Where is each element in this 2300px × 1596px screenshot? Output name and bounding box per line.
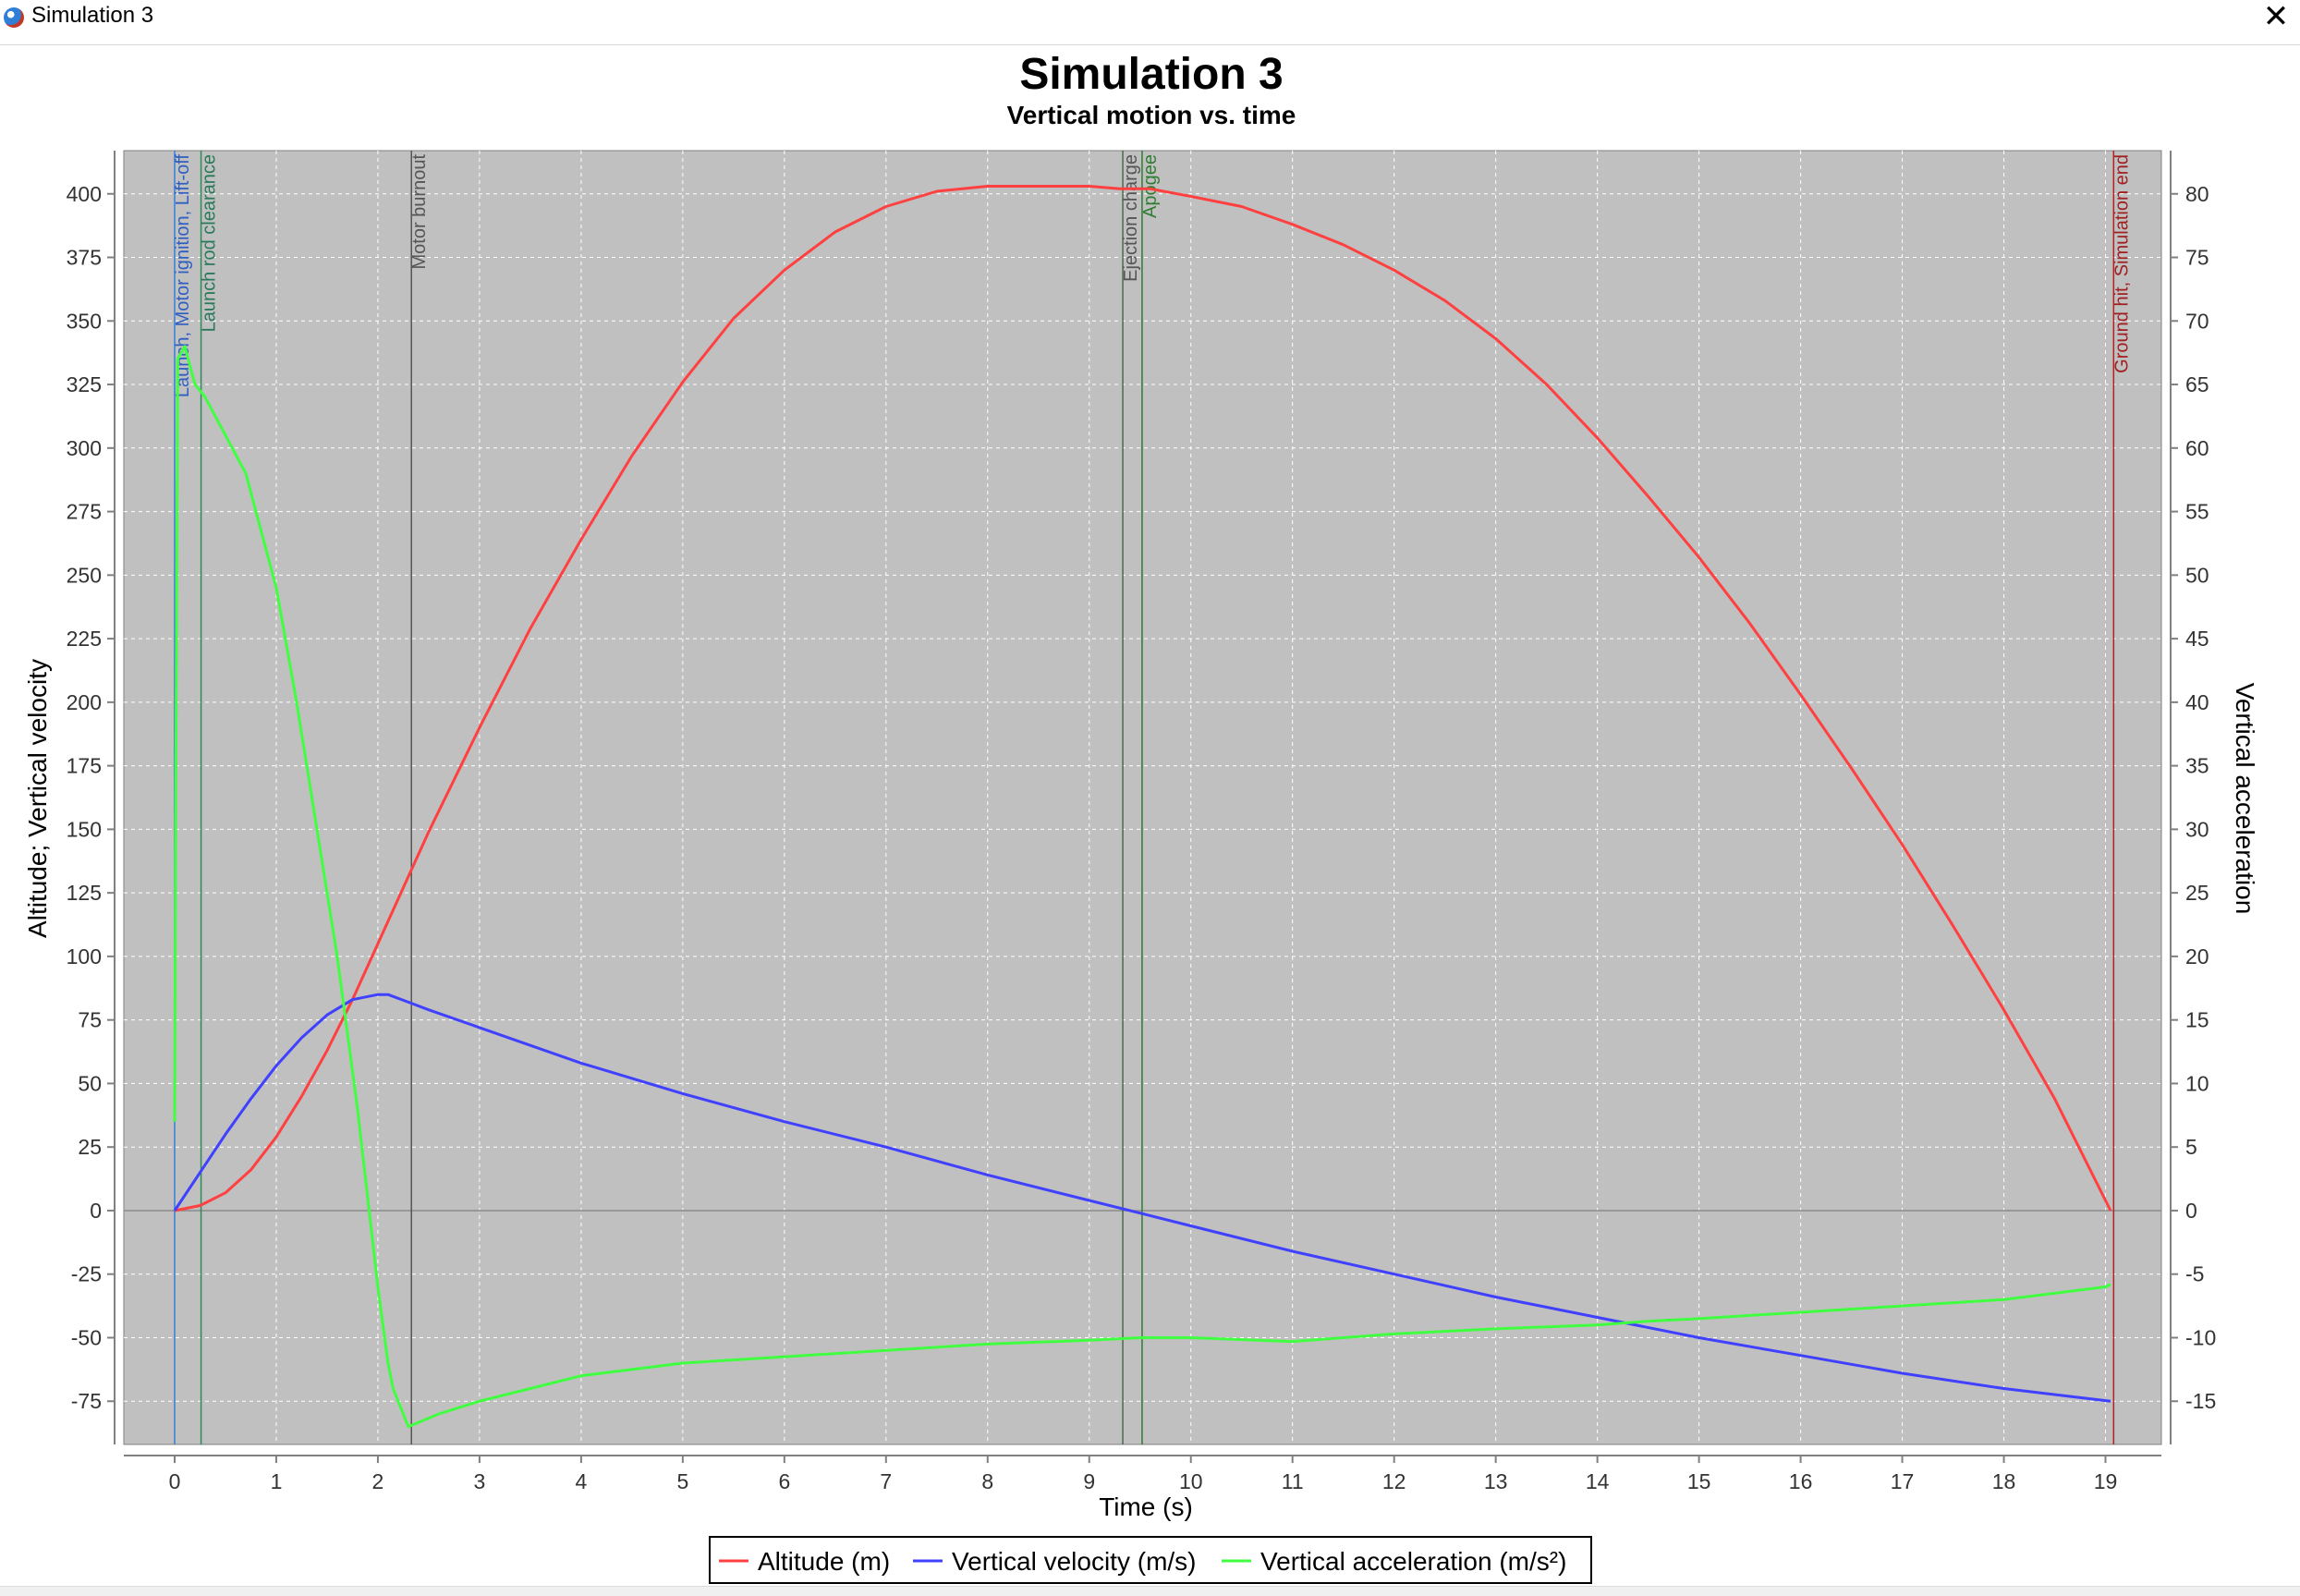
y-tick-label-right: 5 xyxy=(2185,1135,2197,1159)
y-tick-label-right: 50 xyxy=(2185,563,2209,587)
y-tick-label-left: 375 xyxy=(67,246,102,270)
event-label: Motor burnout xyxy=(409,154,430,270)
x-tick-label: 11 xyxy=(1282,1469,1304,1493)
y-tick-label-left: 125 xyxy=(67,881,102,905)
event-label: Launch rod clearance xyxy=(200,154,220,332)
y-tick-label-right: 15 xyxy=(2185,1008,2209,1032)
x-axis-label: Time (s) xyxy=(1099,1492,1193,1521)
x-tick-label: 7 xyxy=(880,1469,892,1493)
y-tick-label-left: -75 xyxy=(71,1389,102,1413)
y-tick-label-left: 350 xyxy=(67,309,102,333)
y-tick-label-right: 45 xyxy=(2185,627,2209,651)
y-tick-label-right: 70 xyxy=(2185,309,2209,333)
legend-label-altitude: Altitude (m) xyxy=(758,1547,890,1576)
y-tick-label-left: 325 xyxy=(67,372,102,396)
x-tick-label: 18 xyxy=(1992,1469,2016,1493)
y-tick-label-left: 0 xyxy=(90,1199,102,1223)
y-tick-label-left: 150 xyxy=(67,817,102,841)
y-tick-label-right: 25 xyxy=(2185,881,2209,905)
y-tick-label-right: 80 xyxy=(2185,182,2209,206)
series-line xyxy=(173,345,2111,1429)
x-tick-label: 5 xyxy=(676,1469,688,1493)
x-tick-label: 10 xyxy=(1179,1469,1203,1493)
legend: Altitude (m) Vertical velocity (m/s) Ver… xyxy=(709,1536,1592,1584)
chart-panel: Simulation 3 Vertical motion vs. time La… xyxy=(0,45,2300,1587)
y-tick-label-left: 75 xyxy=(78,1008,102,1032)
x-tick-label: 16 xyxy=(1789,1469,1813,1493)
event-label: Launch, Motor ignition, Lift-off xyxy=(173,154,193,398)
y-tick-label-left: 25 xyxy=(78,1135,102,1159)
x-tick-label: 4 xyxy=(575,1469,587,1493)
x-tick-label: 19 xyxy=(2094,1469,2118,1493)
event-label: Ground hit, Simulation end xyxy=(2111,154,2132,373)
y-tick-label-left: 225 xyxy=(67,627,102,651)
y-tick-label-right: 35 xyxy=(2185,754,2209,778)
y-tick-label-right: 60 xyxy=(2185,436,2209,460)
y-tick-label-left: -25 xyxy=(71,1262,102,1286)
window-bottom-edge xyxy=(0,1586,2300,1596)
chart-svg: Simulation 3 Vertical motion vs. time La… xyxy=(23,50,2259,1584)
x-tick-label: 15 xyxy=(1687,1469,1711,1493)
x-tick-label: 12 xyxy=(1382,1469,1406,1493)
y-tick-label-left: -50 xyxy=(71,1325,102,1349)
y-tick-label-right: 40 xyxy=(2185,690,2209,714)
series-line xyxy=(174,185,2112,1212)
y-tick-label-right: 75 xyxy=(2185,246,2209,270)
window-titlebar: Simulation 3 ✕ xyxy=(0,0,2300,45)
y-tick-label-right: 10 xyxy=(2185,1071,2209,1095)
y-tick-label-right: 55 xyxy=(2185,500,2209,524)
y-axis-label-left: Altitude; Vertical velocity xyxy=(23,659,52,938)
x-tick-label: 14 xyxy=(1586,1469,1610,1493)
x-tick-label: 9 xyxy=(1083,1469,1095,1493)
x-tick-label: 1 xyxy=(271,1469,283,1493)
x-tick-label: 17 xyxy=(1891,1469,1915,1493)
event-label: Apogee xyxy=(1140,154,1161,218)
y-tick-label-right: -5 xyxy=(2185,1262,2204,1286)
y-tick-label-right: -15 xyxy=(2185,1389,2216,1413)
chart-title: Simulation 3 xyxy=(1019,50,1283,99)
series-line xyxy=(173,993,2111,1403)
window-title: Simulation 3 xyxy=(31,3,154,28)
y-axis-label-right: Vertical acceleration xyxy=(2231,683,2259,915)
legend-box xyxy=(709,1536,1592,1584)
x-tick-label: 8 xyxy=(981,1469,993,1493)
y-tick-label-left: 50 xyxy=(78,1071,102,1095)
series-layer xyxy=(173,185,2112,1429)
rocket-app-icon xyxy=(4,7,24,28)
y-tick-label-right: 20 xyxy=(2185,944,2209,969)
y-tick-label-left: 200 xyxy=(67,690,102,714)
y-tick-label-right: -10 xyxy=(2185,1325,2216,1349)
x-tick-label: 13 xyxy=(1484,1469,1508,1493)
x-tick-label: 0 xyxy=(169,1469,181,1493)
legend-label-velocity: Vertical velocity (m/s) xyxy=(952,1547,1197,1576)
y-tick-label-left: 275 xyxy=(67,500,102,524)
y-tick-label-left: 175 xyxy=(67,754,102,778)
y-tick-label-left: 400 xyxy=(67,182,102,206)
x-tick-label: 6 xyxy=(778,1469,790,1493)
event-label: Ejection charge xyxy=(1121,154,1141,282)
x-tick-label: 3 xyxy=(474,1469,486,1493)
legend-label-acceleration: Vertical acceleration (m/s²) xyxy=(1260,1547,1566,1576)
x-tick-label: 2 xyxy=(372,1469,384,1493)
close-button[interactable]: ✕ xyxy=(2262,0,2290,34)
y-tick-label-left: 300 xyxy=(67,436,102,460)
y-tick-label-right: 0 xyxy=(2185,1199,2197,1223)
y-tick-label-right: 30 xyxy=(2185,817,2209,841)
chart-subtitle: Vertical motion vs. time xyxy=(1007,101,1296,129)
y-tick-label-left: 100 xyxy=(67,944,102,969)
y-tick-label-left: 250 xyxy=(67,563,102,587)
axes: 0 1 2 3 4 5 6 7 8 9 10 11 12 13 14 15 16 17 18 19-75-50-250… xyxy=(67,151,2216,1493)
event-markers: Launch, Motor ignition, Lift-off Launch r… xyxy=(173,151,2132,1444)
y-tick-label-right: 65 xyxy=(2185,372,2209,396)
